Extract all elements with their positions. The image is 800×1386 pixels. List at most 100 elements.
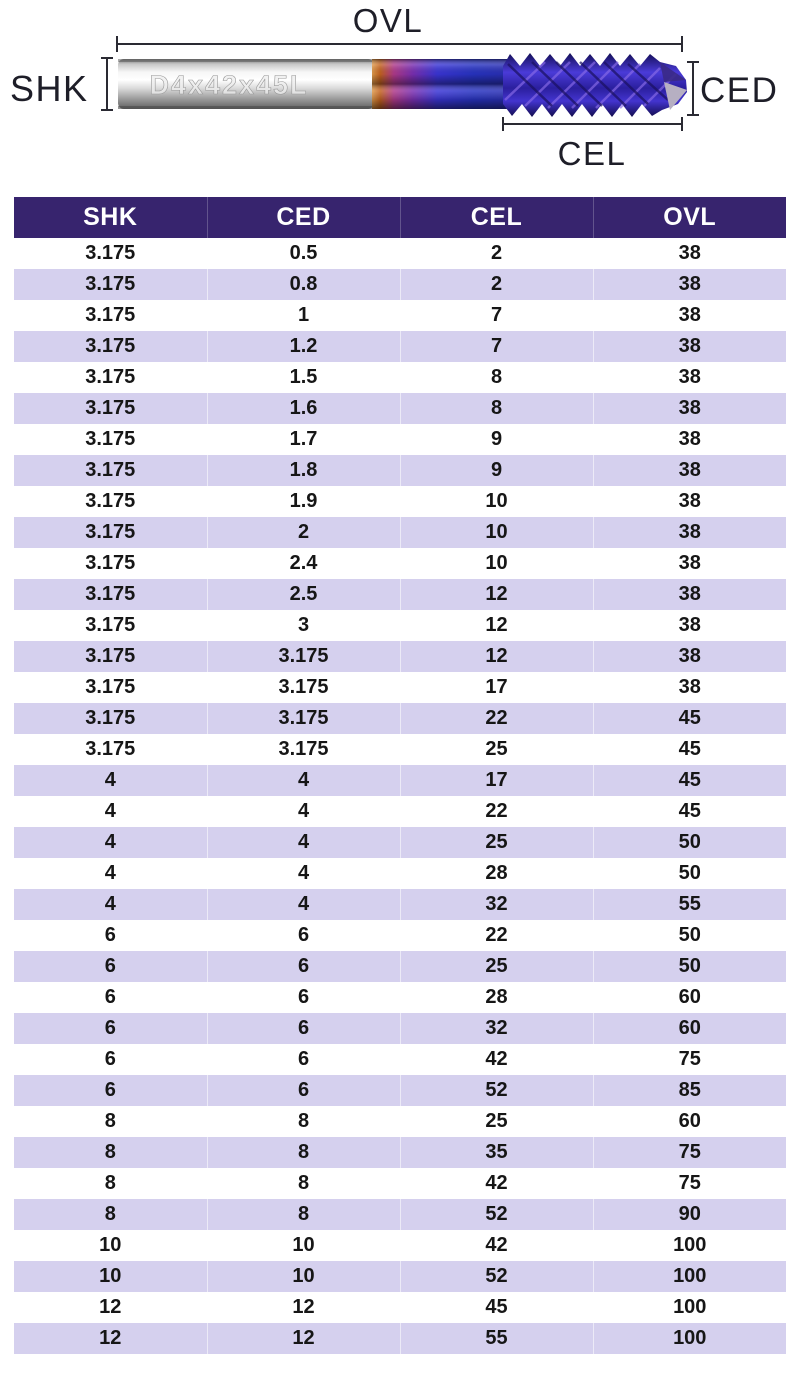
table-cell: 38 [592, 269, 786, 300]
table-row: 4 4 28 50 [14, 858, 786, 889]
table-cell: 38 [592, 331, 786, 362]
table-row: 6 6 52 85 [14, 1075, 786, 1106]
table-cell: 4 [104, 800, 116, 822]
table-cell: 60 [592, 1013, 786, 1044]
table-cell: 28 [399, 858, 593, 889]
column-header-ovl: OVL [592, 197, 786, 238]
table-cell: 32 [399, 889, 593, 920]
table-cell: 50 [592, 920, 786, 951]
table-cell: 6 [104, 924, 116, 946]
table-cell: 38 [592, 238, 786, 269]
table-cell: 1.7 [206, 424, 400, 455]
tip-facet [664, 82, 687, 110]
spec-table-header: SHK CED CEL OVL [14, 197, 786, 238]
table-cell: 3.175 [85, 459, 136, 481]
coated-section [372, 59, 508, 109]
column-header-ced: CED [206, 197, 400, 238]
shank-engraving: D4x42x45L [149, 70, 308, 100]
table-cell: 3.175 [85, 645, 136, 667]
header-row: SHK CED CEL OVL [14, 197, 786, 238]
table-row: 3.175 2.5 12 38 [14, 579, 786, 610]
table-row: 3.175 2 10 38 [14, 517, 786, 548]
table-cell: 10 [206, 1230, 400, 1261]
table-cell: 8 [399, 362, 593, 393]
table-cell: 10 [399, 517, 593, 548]
table-cell: 12 [206, 1292, 400, 1323]
table-cell: 9 [399, 455, 593, 486]
table-cell: 38 [592, 486, 786, 517]
table-row: 4 4 17 45 [14, 765, 786, 796]
table-cell: 10 [399, 486, 593, 517]
table-cell: 8 [104, 1141, 116, 1163]
table-cell: 100 [592, 1323, 786, 1354]
table-cell: 100 [592, 1261, 786, 1292]
table-cell: 22 [399, 796, 593, 827]
table-row: 3.175 1 7 38 [14, 300, 786, 331]
shank: D4x42x45L [118, 59, 374, 109]
table-cell: 45 [399, 1292, 593, 1323]
table-cell: 17 [399, 672, 593, 703]
table-cell: 3.175 [85, 335, 136, 357]
table-cell: 4 [104, 893, 116, 915]
table-cell: 12 [99, 1327, 122, 1349]
table-cell: 3.175 [85, 397, 136, 419]
table-cell: 25 [399, 951, 593, 982]
endmill-illustration: D4x42x45L [101, 36, 699, 131]
ovl-dimension-line [116, 36, 683, 52]
table-cell: 55 [399, 1323, 593, 1354]
table-cell: 2 [399, 238, 593, 269]
table-cell: 4 [104, 831, 116, 853]
table-row: 8 8 42 75 [14, 1168, 786, 1199]
table-cell: 3.175 [85, 521, 136, 543]
table-cell: 38 [592, 393, 786, 424]
table-cell: 1.2 [206, 331, 400, 362]
table-cell: 22 [399, 703, 593, 734]
table-cell: 6 [206, 1075, 400, 1106]
table-cell: 6 [104, 955, 116, 977]
table-cell: 3.175 [206, 703, 400, 734]
table-row: 6 6 32 60 [14, 1013, 786, 1044]
table-cell: 38 [592, 672, 786, 703]
table-cell: 4 [206, 827, 400, 858]
table-cell: 12 [99, 1296, 122, 1318]
table-cell: 6 [104, 1017, 116, 1039]
table-row: 3.175 1.7 9 38 [14, 424, 786, 455]
table-cell: 52 [399, 1261, 593, 1292]
table-cell: 10 [99, 1265, 122, 1287]
table-cell: 3.175 [85, 583, 136, 605]
table-row: 4 4 22 45 [14, 796, 786, 827]
table-cell: 12 [206, 1323, 400, 1354]
table-cell: 3.175 [206, 734, 400, 765]
table-cell: 0.5 [206, 238, 400, 269]
table-cell: 55 [592, 889, 786, 920]
table-cell: 50 [592, 827, 786, 858]
table-cell: 12 [399, 579, 593, 610]
table-row: 3.175 1.6 8 38 [14, 393, 786, 424]
table-cell: 8 [399, 393, 593, 424]
table-row: 3.175 1.2 7 38 [14, 331, 786, 362]
table-row: 3.175 1.5 8 38 [14, 362, 786, 393]
table-cell: 3.175 [85, 707, 136, 729]
table-cell: 38 [592, 579, 786, 610]
table-row: 12 12 45 100 [14, 1292, 786, 1323]
table-cell: 38 [592, 548, 786, 579]
table-row: 3.175 1.8 9 38 [14, 455, 786, 486]
table-cell: 8 [104, 1172, 116, 1194]
table-row: 6 6 22 50 [14, 920, 786, 951]
table-cell: 45 [592, 703, 786, 734]
table-cell: 0.8 [206, 269, 400, 300]
table-cell: 42 [399, 1044, 593, 1075]
table-cell: 10 [399, 548, 593, 579]
table-cell: 3.175 [85, 490, 136, 512]
table-cell: 1 [206, 300, 400, 331]
cel-dimension-line [502, 117, 683, 131]
table-cell: 4 [206, 858, 400, 889]
table-cell: 25 [399, 734, 593, 765]
table-row: 3.175 3 12 38 [14, 610, 786, 641]
table-cell: 3.175 [85, 428, 136, 450]
table-cell: 38 [592, 517, 786, 548]
table-cell: 2 [206, 517, 400, 548]
table-row: 8 8 52 90 [14, 1199, 786, 1230]
table-cell: 3.175 [206, 641, 400, 672]
